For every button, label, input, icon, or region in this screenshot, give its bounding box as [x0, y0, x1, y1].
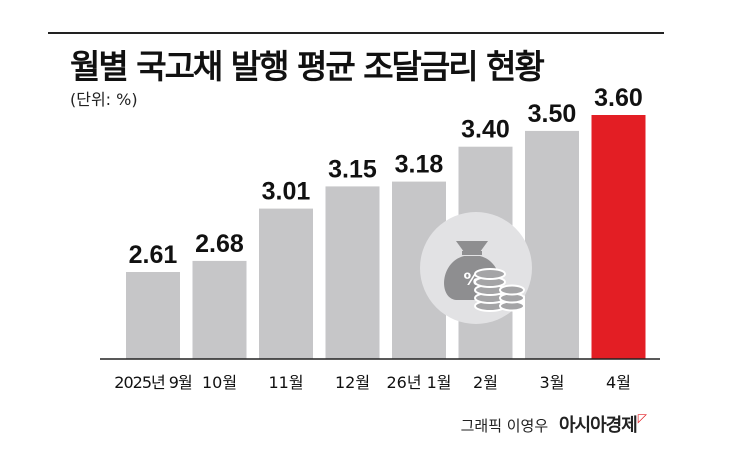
bar-0: [126, 272, 180, 359]
bar-6: [525, 130, 579, 359]
category-label-3: 12월: [335, 373, 370, 392]
bars-group: 2.61 2025년 9월 2.68 10월 3.01 11월 3.15 12월 3.18 26년…: [114, 84, 646, 392]
chart-title: 월별 국고채 발행 평균 조달금리 현황: [70, 47, 545, 86]
category-label-1: 10월: [202, 373, 237, 392]
value-label-2: 3.01: [262, 178, 311, 206]
category-label-6: 3월: [540, 373, 565, 392]
value-label-0: 2.61: [129, 241, 178, 269]
value-label-3: 3.15: [328, 155, 377, 183]
credit-line: 그래픽 이영우 아시아경제◸: [461, 411, 647, 437]
bar-3: [325, 186, 380, 359]
credit-text: 그래픽 이영우: [460, 417, 549, 435]
value-label-7: 3.60: [594, 84, 643, 112]
title-rule: [48, 32, 664, 34]
category-label-5: 2월: [473, 373, 498, 392]
unit-label: (단위: %): [70, 90, 138, 109]
brand-mark-icon: ◸: [637, 411, 647, 425]
value-label-4: 3.18: [395, 151, 444, 179]
bar-1: [192, 260, 247, 359]
value-label-1: 2.68: [195, 230, 244, 258]
money-bag-coins-icon: %: [420, 212, 532, 324]
bar-7: [591, 115, 646, 359]
category-label-7: 4월: [606, 373, 631, 392]
value-label-5: 3.40: [461, 116, 510, 144]
bar-2: [259, 208, 313, 359]
brand-logo: 아시아경제: [558, 415, 638, 436]
category-label-4: 26년 1월: [386, 373, 451, 392]
category-label-0: 2025년 9월: [114, 373, 192, 392]
category-label-2: 11월: [268, 373, 303, 392]
value-label-6: 3.50: [528, 100, 577, 128]
